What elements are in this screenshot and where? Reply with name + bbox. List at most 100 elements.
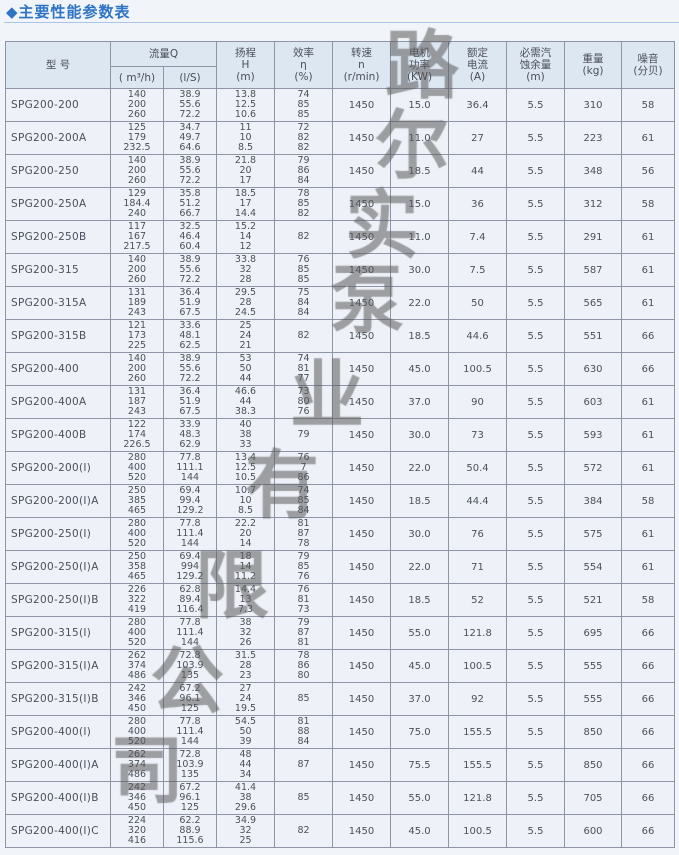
- value-line: 82: [297, 825, 310, 836]
- header-flow-m3h: ( m³/h): [110, 66, 164, 89]
- speed-cell: 1450: [332, 352, 391, 386]
- weight-cell: 587: [564, 253, 622, 287]
- power-cell: 30.0: [390, 253, 449, 287]
- value-line: 8.5: [237, 505, 254, 516]
- speed-cell: 1450: [332, 220, 391, 254]
- speed-cell: 1450: [332, 451, 391, 485]
- head-cell: 13.8 12.5 10.6: [216, 88, 275, 122]
- noise-cell: 61: [621, 550, 675, 584]
- head-cell: 18.5 17 14.4: [216, 187, 275, 221]
- head-cell: 10.7 10 8.5: [216, 484, 275, 518]
- current-cell: 71: [448, 550, 507, 584]
- value-line: 240: [127, 208, 147, 219]
- noise-cell: 66: [621, 715, 675, 749]
- noise-cell: 61: [621, 121, 675, 155]
- value-line: 8.5: [237, 142, 254, 153]
- noise-cell: 66: [621, 319, 675, 353]
- header-npsh: 必需汽 蚀余量 (m): [506, 41, 565, 89]
- value-line: 520: [127, 472, 147, 483]
- power-cell: 22.0: [390, 451, 449, 485]
- weight-cell: 600: [564, 814, 622, 848]
- value-line: 84: [297, 736, 310, 747]
- power-cell: 75.5: [390, 748, 449, 782]
- value-line: 243: [127, 307, 147, 318]
- flow-ls-cell: 33.6 48.1 62.5: [163, 319, 217, 353]
- value-line: 486: [127, 769, 147, 780]
- flow-m3h-cell: 262 374 486: [110, 748, 164, 782]
- flow-m3h-cell: 140 200 260: [110, 154, 164, 188]
- model-cell: SPG200-315: [5, 253, 111, 287]
- value-line: 79: [297, 429, 310, 440]
- value-line: 11.2: [234, 571, 257, 582]
- power-cell: 30.0: [390, 517, 449, 551]
- current-cell: 90: [448, 385, 507, 419]
- head-cell: 31.5 28 23: [216, 649, 275, 683]
- flow-ls-cell: 72.8 103.9 135: [163, 748, 217, 782]
- flow-ls-cell: 77.8 111.4 144: [163, 715, 217, 749]
- value-line: 7.3: [237, 604, 254, 615]
- flow-ls-cell: 38.9 55.6 72.2: [163, 88, 217, 122]
- flow-m3h-cell: 131 187 243: [110, 385, 164, 419]
- npsh-cell: 5.5: [506, 187, 565, 221]
- efficiency-cell: 87: [274, 748, 333, 782]
- header-head: 扬程 H (m): [216, 41, 275, 89]
- value-line: 116.4: [176, 604, 204, 615]
- table-row: SPG200-250B 117 167 217.5 32.5 46.4 60.4 15.2 14…: [5, 220, 675, 254]
- power-cell: 18.5: [390, 583, 449, 617]
- efficiency-cell: 82: [274, 220, 333, 254]
- flow-ls-cell: 77.8 111.4 144: [163, 616, 217, 650]
- current-cell: 44: [448, 154, 507, 188]
- power-cell: 18.5: [390, 154, 449, 188]
- speed-cell: 1450: [332, 814, 391, 848]
- model-cell: SPG200-315(I): [5, 616, 111, 650]
- value-line: 86: [297, 472, 310, 483]
- value-line: 129.2: [176, 571, 204, 582]
- table-row: SPG200-250(I)B 226 322 419 62.8 89.4 116.4 14.4…: [5, 583, 675, 617]
- model-cell: SPG200-400(I): [5, 715, 111, 749]
- value-line: 72.2: [179, 274, 201, 285]
- efficiency-cell: 79: [274, 418, 333, 452]
- npsh-cell: 5.5: [506, 484, 565, 518]
- current-cell: 76: [448, 517, 507, 551]
- flow-m3h-cell: 140 200 260: [110, 253, 164, 287]
- flow-ls-cell: 62.2 88.9 115.6: [163, 814, 217, 848]
- npsh-cell: 5.5: [506, 385, 565, 419]
- power-cell: 15.0: [390, 187, 449, 221]
- flow-ls-cell: 38.9 55.6 72.2: [163, 154, 217, 188]
- efficiency-cell: 81 87 78: [274, 517, 333, 551]
- flow-ls-cell: 72.8 103.9 135: [163, 649, 217, 683]
- value-line: 125: [180, 802, 200, 813]
- table-row: SPG200-315(I)A 262 374 486 72.8 103.9 135 31.5 2…: [5, 649, 675, 683]
- speed-cell: 1450: [332, 88, 391, 122]
- efficiency-cell: 82: [274, 814, 333, 848]
- npsh-cell: 5.5: [506, 682, 565, 716]
- power-cell: 18.5: [390, 484, 449, 518]
- flow-ls-cell: 38.9 55.6 72.2: [163, 253, 217, 287]
- value-line: 72.2: [179, 109, 201, 120]
- noise-cell: 61: [621, 385, 675, 419]
- current-cell: 73: [448, 418, 507, 452]
- head-cell: 53 50 44: [216, 352, 275, 386]
- table-row: SPG200-400B 122 174 226.5 33.9 48.3 62.9 40 38 33…: [5, 418, 675, 452]
- flow-ls-cell: 77.8 111.1 144: [163, 451, 217, 485]
- value-line: 76: [297, 571, 310, 582]
- npsh-cell: 5.5: [506, 220, 565, 254]
- head-cell: 21.8 20 17: [216, 154, 275, 188]
- table-row: SPG200-400(I)C 224 320 416 62.2 88.9 115.6 34.9…: [5, 814, 675, 848]
- power-cell: 11.0: [390, 121, 449, 155]
- power-cell: 11.0: [390, 220, 449, 254]
- header-noise: 噪音 (分贝): [621, 41, 675, 89]
- noise-cell: 66: [621, 781, 675, 815]
- weight-cell: 850: [564, 715, 622, 749]
- speed-cell: 1450: [332, 748, 391, 782]
- noise-cell: 61: [621, 517, 675, 551]
- value-line: 520: [127, 736, 147, 747]
- head-cell: 41.4 38 29.6: [216, 781, 275, 815]
- npsh-cell: 5.5: [506, 286, 565, 320]
- value-line: 76: [297, 406, 310, 417]
- flow-ls-cell: 67.2 96.1 125: [163, 682, 217, 716]
- flow-m3h-cell: 140 200 260: [110, 88, 164, 122]
- power-cell: 37.0: [390, 385, 449, 419]
- efficiency-cell: 73 80 76: [274, 385, 333, 419]
- weight-cell: 554: [564, 550, 622, 584]
